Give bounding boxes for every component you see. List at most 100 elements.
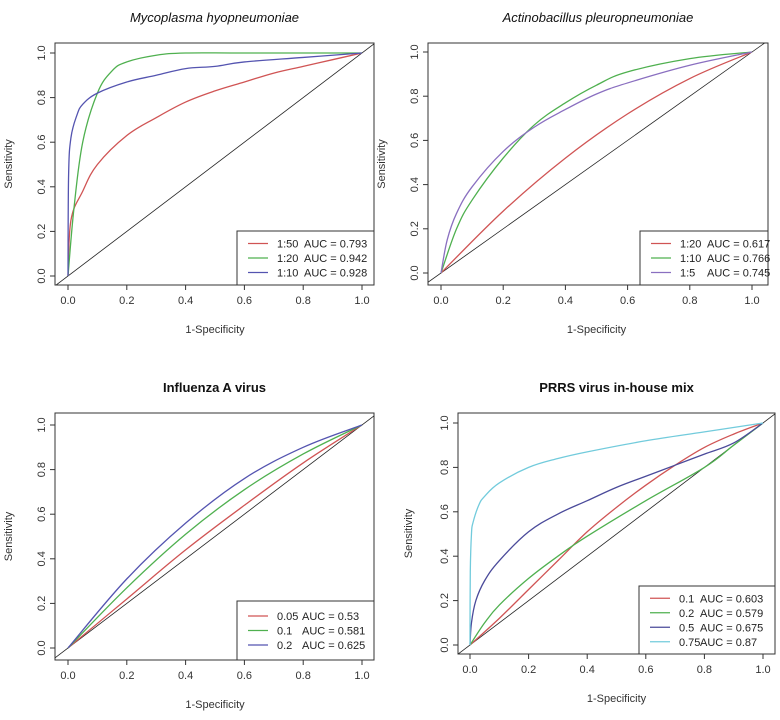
y-tick-label: 1.0 — [439, 415, 451, 430]
roc-curve-1-10 — [440, 51, 753, 274]
roc-panel-1: Mycoplasma hyopneumoniae 0.0 0.2 0.4 0.6 0.8 1… — [3, 10, 375, 336]
legend-item: 0.75 AUC = 0.87 — [650, 637, 757, 649]
roc-curve-1-20 — [440, 51, 753, 274]
legend-series-name: 0.2 — [679, 608, 694, 620]
roc-curve-0-1 — [469, 422, 764, 646]
y-tick-label: 1.0 — [36, 417, 48, 432]
roc-panel-2: Actinobacillus pleuropneumoniae 0.0 0.2 0.4… — [376, 10, 770, 336]
legend-auc: AUC = 0.675 — [700, 622, 763, 634]
y-tick-label: 0.8 — [439, 460, 451, 475]
roc-panel-4: PRRS virus in-house mix 0.0 0.2 0.4 0.6 0.8 1.… — [403, 380, 776, 705]
x-tick-label: 0.6 — [638, 664, 653, 676]
y-tick-label: 0.6 — [36, 135, 48, 150]
plot-frame — [54, 412, 375, 661]
legend-series-name: 0.1 — [679, 593, 694, 605]
x-axis-label: 1-Specificity — [185, 324, 245, 336]
roc-panel-3: Influenza A virus 0.0 0.2 0.4 0.6 0.8 1.0 0.0 0.… — [3, 380, 375, 711]
x-tick-label: 0.6 — [237, 295, 252, 307]
legend-item: 1:50 AUC = 0.793 — [248, 239, 367, 251]
diagonal-reference-line — [55, 43, 374, 285]
y-tick-label: 0.2 — [409, 221, 421, 236]
roc-curve-1-5 — [440, 51, 753, 274]
legend-series-name: 0.05 — [277, 611, 298, 623]
roc-curve-0-75 — [469, 422, 764, 646]
x-tick-label: 0.4 — [580, 664, 595, 676]
legend-auc: AUC = 0.581 — [302, 626, 365, 638]
legend-auc: AUC = 0.87 — [700, 637, 757, 649]
x-tick-label: 0.4 — [558, 295, 573, 307]
chart-title: Mycoplasma hyopneumoniae — [130, 10, 299, 25]
legend-auc: AUC = 0.617 — [707, 239, 770, 251]
roc-curve-1-10 — [67, 52, 363, 277]
legend-series-name: 1:5 — [680, 268, 695, 280]
legend-item: 0.1 AUC = 0.603 — [650, 593, 763, 605]
legend-series-name: 0.1 — [277, 626, 292, 638]
legend-series-name: 0.5 — [679, 622, 694, 634]
x-tick-label: 0.0 — [433, 295, 448, 307]
roc-curve-0-5 — [469, 422, 764, 646]
x-tick-label: 0.0 — [60, 295, 75, 307]
x-axis-label: 1-Specificity — [567, 324, 627, 336]
x-tick-label: 0.8 — [296, 295, 311, 307]
chart-title: Actinobacillus pleuropneumoniae — [502, 10, 694, 25]
x-tick-label: 0.8 — [682, 295, 697, 307]
x-tick-label: 1.0 — [354, 670, 369, 682]
legend: 1:20 AUC = 0.617 1:10 AUC = 0.766 1:5 AUC = 0… — [639, 230, 770, 286]
x-axis-label: 1-Specificity — [587, 693, 647, 705]
legend-auc: AUC = 0.579 — [700, 608, 763, 620]
legend-item: 0.2 AUC = 0.579 — [650, 608, 763, 620]
y-tick-label: 1.0 — [409, 44, 421, 59]
x-tick-label: 0.8 — [697, 664, 712, 676]
x-tick-label: 0.2 — [521, 664, 536, 676]
plot-frame — [457, 412, 776, 655]
roc-curve-0-1 — [67, 424, 363, 649]
plot-frame — [427, 42, 769, 286]
legend-series-name: 0.2 — [277, 640, 292, 652]
y-tick-label: 0.8 — [409, 89, 421, 104]
y-tick-label: 0.4 — [36, 179, 48, 194]
legend-box — [638, 585, 776, 655]
y-tick-label: 1.0 — [36, 45, 48, 60]
plot-area — [55, 43, 374, 285]
y-tick-label: 0.4 — [36, 551, 48, 566]
diagonal-reference-line — [428, 43, 766, 283]
x-tick-label: 0.4 — [178, 670, 193, 682]
legend: 0.05 AUC = 0.53 0.1 AUC = 0.581 0.2 AUC = 0.6… — [236, 600, 375, 661]
legend-auc: AUC = 0.745 — [707, 268, 770, 280]
roc-curve-0-2 — [469, 422, 764, 646]
chart-title: PRRS virus in-house mix — [539, 380, 694, 395]
legend-item: 1:20 AUC = 0.617 — [651, 239, 770, 251]
plot-area — [55, 415, 374, 659]
y-tick-label: 0.8 — [36, 462, 48, 477]
y-axis-label: Sensitivity — [3, 511, 15, 561]
x-tick-label: 0.2 — [119, 295, 134, 307]
y-tick-label: 0.0 — [36, 640, 48, 655]
x-tick-label: 0.8 — [296, 670, 311, 682]
y-tick-label: 0.2 — [36, 224, 48, 239]
y-axis-label: Sensitivity — [376, 139, 388, 189]
y-axis-label: Sensitivity — [403, 508, 415, 558]
roc-curve-0-05 — [67, 424, 363, 649]
y-tick-label: 0.4 — [409, 177, 421, 192]
legend-series-name: 1:10 — [277, 268, 298, 280]
roc-curve-1-50 — [67, 52, 363, 277]
legend: 1:50 AUC = 0.793 1:20 AUC = 0.942 1:10 AUC = … — [236, 230, 375, 286]
legend-item: 1:5 AUC = 0.745 — [651, 268, 770, 280]
x-tick-label: 0.0 — [462, 664, 477, 676]
legend-item: 0.2 AUC = 0.625 — [248, 640, 365, 652]
legend-series-name: 1:20 — [680, 239, 701, 251]
legend-item: 1:10 AUC = 0.766 — [651, 253, 770, 265]
legend-item: 1:10 AUC = 0.928 — [248, 268, 367, 280]
x-axis-label: 1-Specificity — [185, 699, 245, 711]
legend-item: 0.5 AUC = 0.675 — [650, 622, 763, 634]
legend-item: 0.1 AUC = 0.581 — [248, 626, 365, 638]
x-tick-label: 1.0 — [744, 295, 759, 307]
x-tick-label: 1.0 — [354, 295, 369, 307]
legend-series-name: 1:50 — [277, 239, 298, 251]
legend-item: 0.05 AUC = 0.53 — [248, 611, 359, 623]
legend-auc: AUC = 0.625 — [302, 640, 365, 652]
roc-curve-1-20 — [67, 52, 362, 277]
legend-series-name: 0.75 — [679, 637, 700, 649]
y-tick-label: 0.0 — [36, 268, 48, 283]
